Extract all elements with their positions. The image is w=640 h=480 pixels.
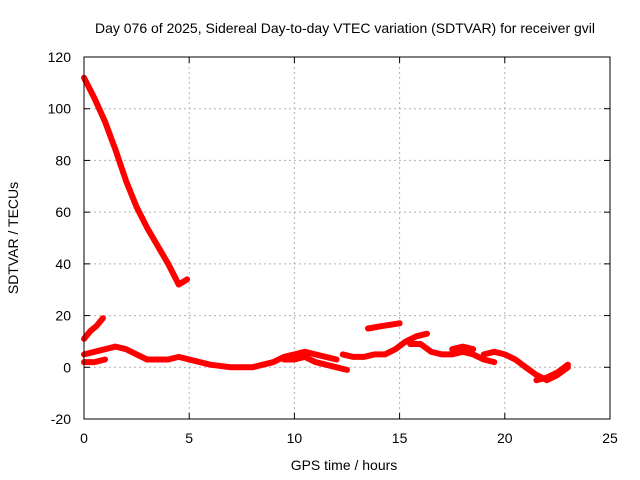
series-line-12 — [533, 361, 571, 384]
x-axis-label: GPS time / hours — [291, 457, 398, 473]
chart-title: Day 076 of 2025, Sidereal Day-to-day VTE… — [95, 20, 595, 36]
axis-ticks: 0 5 10 15 20 25 -20 0 20 40 60 80 100 120 — [48, 49, 618, 446]
y-tick-label: 60 — [55, 204, 71, 220]
series-line-3 — [81, 343, 193, 363]
x-tick-label: 15 — [392, 430, 408, 446]
x-tick-label: 0 — [80, 430, 88, 446]
x-tick-label: 25 — [602, 430, 618, 446]
series-line-9 — [407, 341, 498, 366]
x-tick-label: 10 — [287, 430, 303, 446]
series-line-1 — [81, 74, 191, 288]
y-tick-label: 0 — [63, 359, 71, 375]
series-line-5 — [186, 348, 340, 371]
series-line-7 — [339, 330, 430, 360]
y-axis-label: SDTVAR / TECUs — [5, 182, 21, 294]
series-line-10 — [449, 343, 477, 353]
plot-frame — [83, 56, 611, 420]
y-tick-label: 100 — [48, 101, 72, 117]
x-tick-label: 5 — [185, 430, 193, 446]
y-tick-label: 120 — [48, 49, 72, 65]
y-tick-label: -20 — [51, 411, 71, 427]
y-tick-label: 20 — [55, 308, 71, 324]
series-line-4 — [81, 356, 108, 366]
series-layer — [81, 74, 571, 384]
y-tick-label: 40 — [55, 256, 71, 272]
y-tick-label: 80 — [55, 152, 71, 168]
x-tick-label: 20 — [497, 430, 513, 446]
series-line-8 — [365, 320, 403, 332]
series-line-2 — [81, 315, 106, 342]
series-line-6 — [280, 353, 350, 373]
